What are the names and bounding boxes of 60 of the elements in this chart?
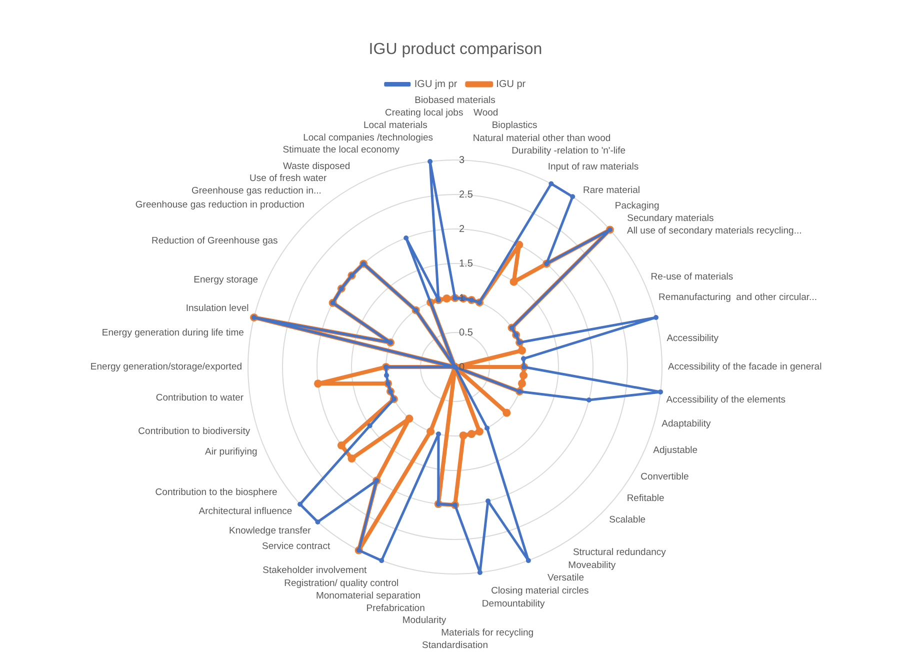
spoke-label: Energy generation/storage/exported <box>90 362 242 373</box>
spoke-label: Re-use of materials <box>650 272 734 283</box>
spoke-label: Closing material circles <box>491 586 589 597</box>
legend-label: IGU jm pr <box>414 78 458 90</box>
spoke-label: Air purifiying <box>205 446 258 458</box>
y-tick-label: 1.5 <box>459 258 474 270</box>
spoke-label: Creating local jobs <box>385 107 464 118</box>
spoke-label: Convertible <box>640 472 689 483</box>
spoke-label: Structural redundancy <box>572 547 666 558</box>
spoke-label: Demountability <box>482 598 546 610</box>
spoke-label: Wood <box>474 108 498 119</box>
spoke-label: Contribution to the biosphere <box>155 486 278 498</box>
spoke-label: Contribution to water <box>156 392 244 404</box>
spoke-label: Greenhouse gas reduction in... <box>191 186 322 197</box>
spoke-label: Energy storage <box>194 274 258 286</box>
spoke-label: Biobased materials <box>414 95 496 106</box>
spoke-label: Natural material other than wood <box>472 132 611 144</box>
spoke-label: Use of fresh water <box>250 173 327 184</box>
y-tick-label: 3 <box>459 154 465 166</box>
spoke-label: Materials for recycling <box>441 628 534 639</box>
spoke-label: Remanufacturing and other circular... <box>658 292 817 303</box>
spoke-label: Service contract <box>262 541 330 552</box>
spoke-label: Reduction of Greenhouse gas <box>152 235 278 246</box>
spoke-label: Secundary materials <box>627 212 714 224</box>
spoke-label: Local companies /technologies <box>303 132 434 144</box>
spoke-label: Bioplastics <box>492 120 538 132</box>
spoke-label: Registration/ quality control <box>284 578 399 590</box>
spoke-label: Waste disposed <box>282 161 350 172</box>
spoke-label: Knowledge transfer <box>228 526 311 537</box>
spoke-label: Architectural influence <box>198 506 292 518</box>
spoke-label: Input of raw materials <box>548 161 639 172</box>
spoke-label: Accessibility of the elements <box>666 394 786 406</box>
spoke-label: Scalable <box>609 514 646 526</box>
spoke-label: Accessibility <box>666 332 719 344</box>
spoke-label: Rare material <box>582 184 640 196</box>
spoke-label: Packaging <box>614 200 660 212</box>
spoke-label: Local materials <box>363 120 428 131</box>
spoke-label: Greenhouse gas reduction in production <box>135 199 304 210</box>
legend-label: IGU pr <box>496 78 526 90</box>
spoke-label: All use of secondary materials recycling... <box>626 225 802 236</box>
spoke-label: Standardisation <box>422 640 488 652</box>
spoke-label: Energy generation during life time <box>102 327 244 338</box>
spoke-label: Monomaterial separation <box>316 590 421 602</box>
spoke-label: Refitable <box>626 493 664 504</box>
spoke-label: Versatile <box>548 572 584 584</box>
spoke-label: Moveability <box>568 560 616 571</box>
spoke-label: Adjustable <box>653 445 698 456</box>
spoke-label: Adaptability <box>662 418 712 430</box>
spoke-label: Stimuate the local economy <box>282 144 400 156</box>
y-tick-label: 0.5 <box>459 327 474 338</box>
spoke-label: Contribution to biodiversity <box>138 426 250 437</box>
y-tick-label: 2 <box>459 224 465 235</box>
y-tick-label: 2.5 <box>459 189 474 200</box>
spoke-label: Insulation level <box>186 303 249 314</box>
spoke-label: Modularity <box>402 614 446 626</box>
spoke-label: Accessibility of the facade in general <box>668 362 822 373</box>
spoke-label: Stakeholder involvement <box>262 564 368 576</box>
spoke-label: Durability -relation to 'n'-life <box>512 145 626 156</box>
chart-title: IGU product comparison <box>368 41 542 58</box>
spoke-label: Prefabrication <box>366 602 425 614</box>
